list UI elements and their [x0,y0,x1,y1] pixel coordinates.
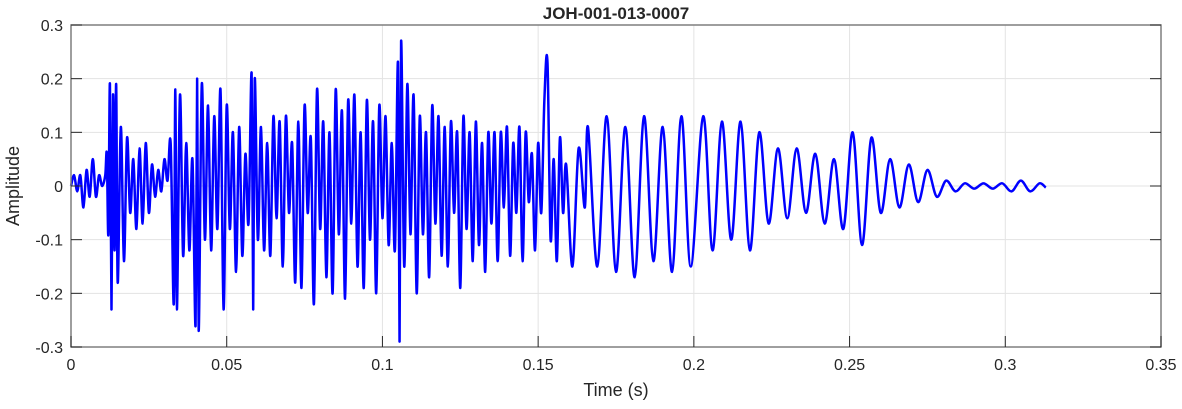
series [69,39,1047,343]
x-tick-label: 0.05 [211,357,242,374]
x-tick-label: 0.35 [1145,357,1176,374]
y-axis-label: Amplitude [3,146,23,226]
chart-title: JOH-001-013-0007 [543,4,689,23]
x-tick-label: 0.15 [523,357,554,374]
y-tick-label: 0.2 [41,72,63,89]
waveform-line [69,39,1047,343]
x-axis-label: Time (s) [583,380,648,400]
y-tick-label: 0 [54,179,63,196]
y-tick-label: -0.3 [35,340,63,357]
ticks: 0 0.05 0.1 0.15 0.2 0.25 0.3 0.35 -0.3 -0.2 -0.1 0 0… [35,18,1176,374]
y-tick-label: 0.1 [41,125,63,142]
x-tick-label: 0.1 [371,357,393,374]
x-tick-label: 0 [67,357,76,374]
y-tick-label: 0.3 [41,18,63,35]
x-tick-label: 0.25 [834,357,865,374]
x-tick-label: 0.2 [683,357,705,374]
y-tick-label: -0.1 [35,233,63,250]
y-tick-label: -0.2 [35,286,63,303]
x-tick-label: 0.3 [994,357,1016,374]
